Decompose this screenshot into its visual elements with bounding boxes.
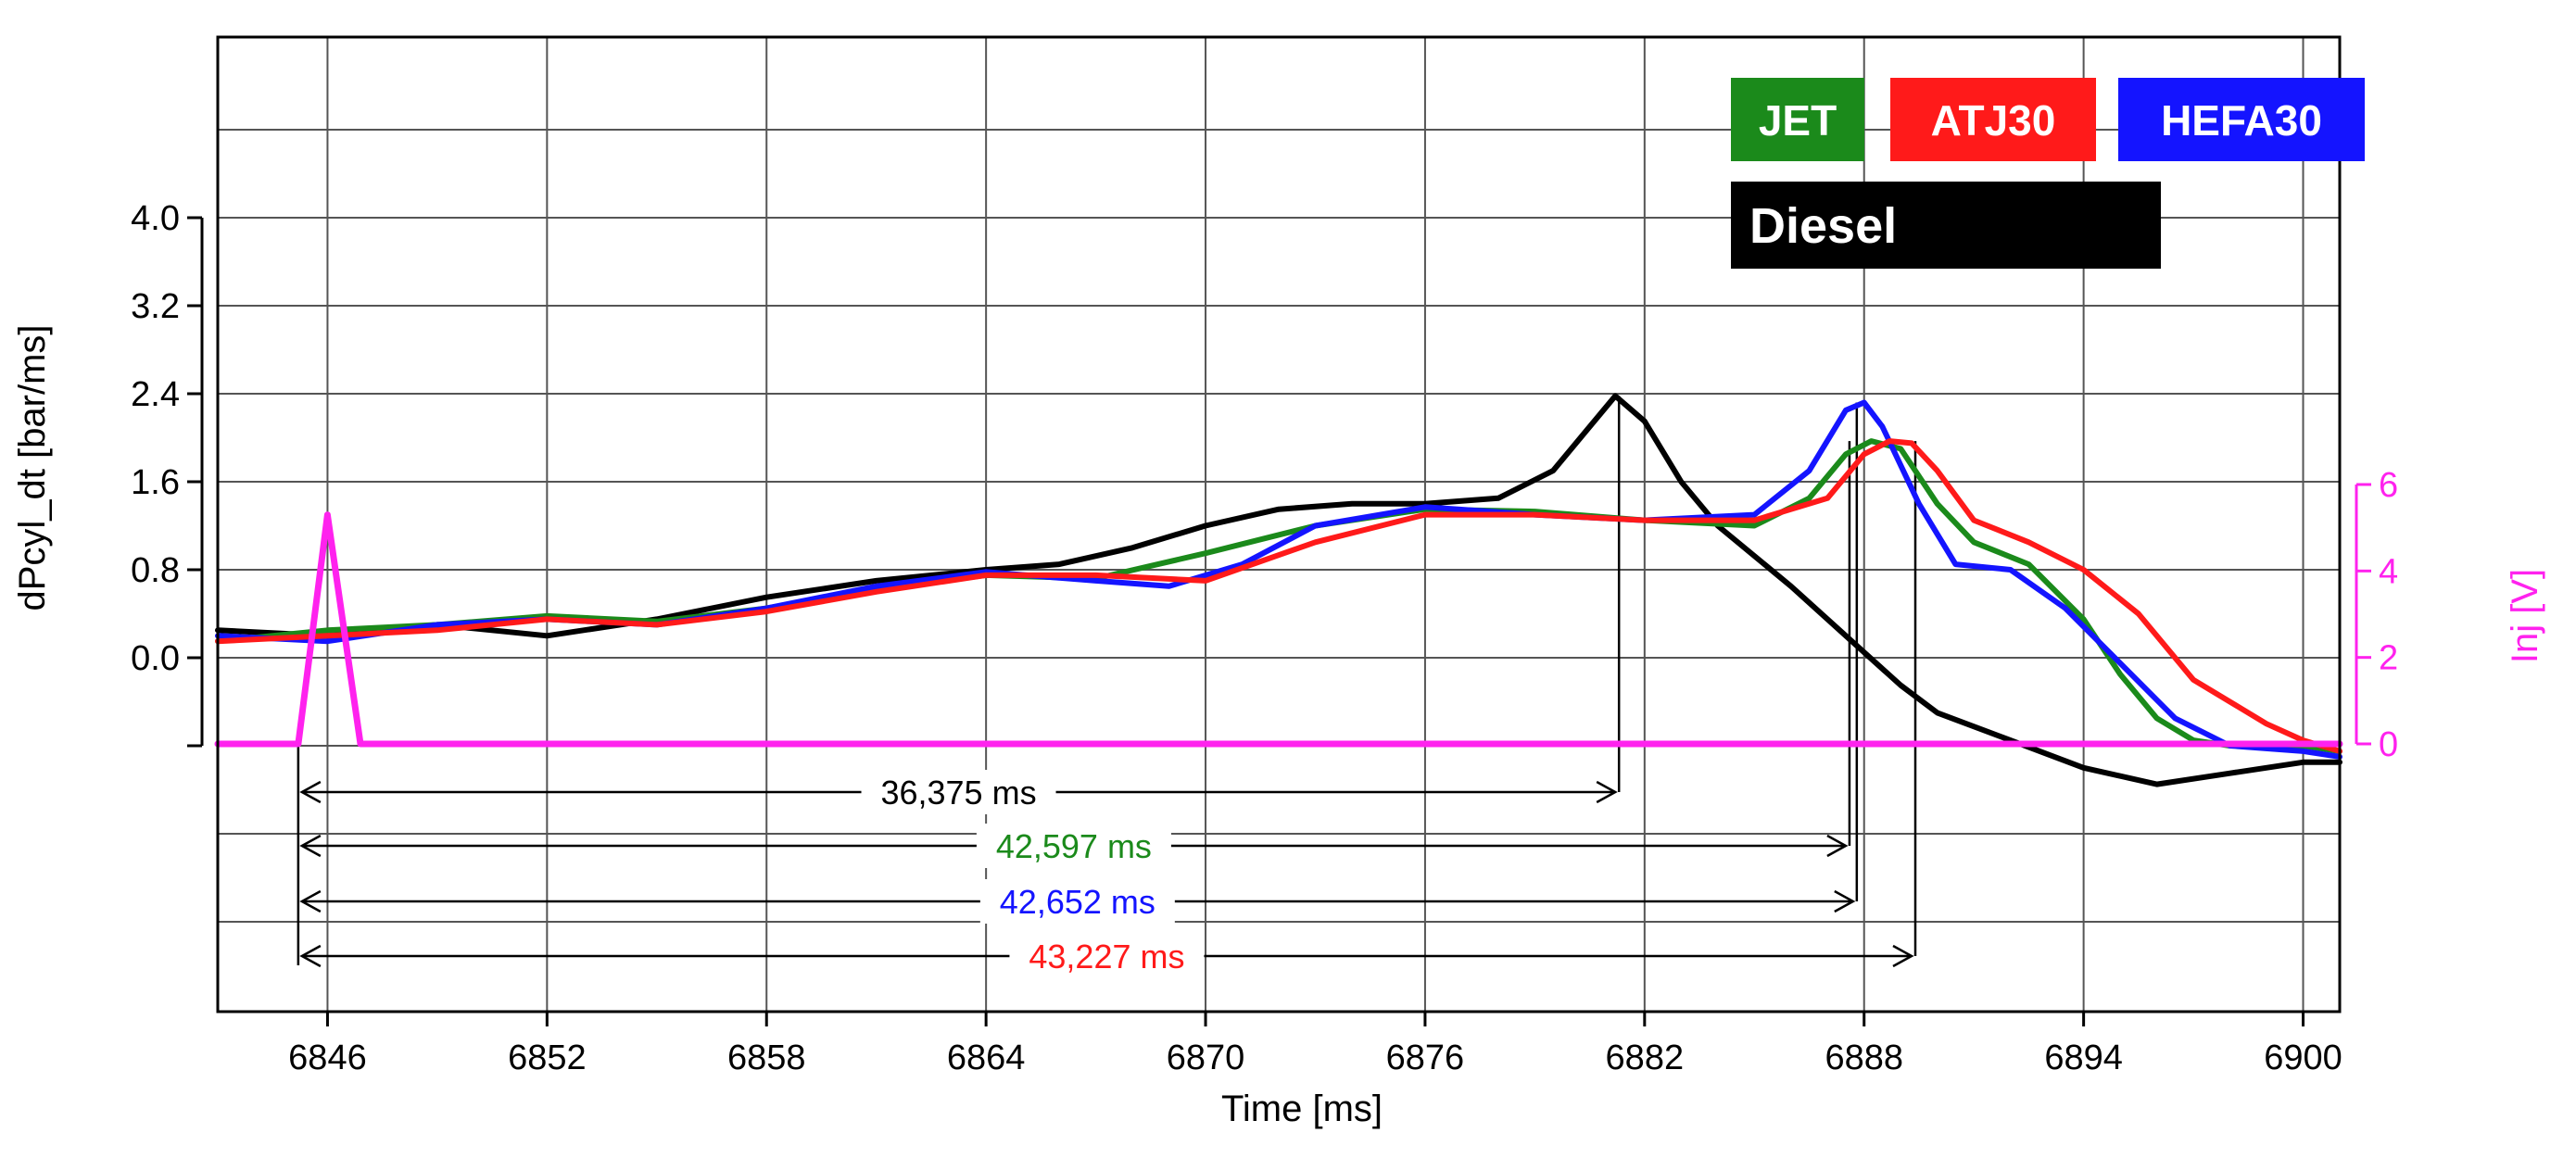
x-tick-label: 6876 xyxy=(1386,1038,1465,1077)
y-axis-label: dPcyl_dt [bar/ms] xyxy=(12,324,53,610)
y2-tick-label: 4 xyxy=(2379,552,2398,591)
x-tick-label: 6864 xyxy=(947,1038,1026,1077)
annotation-arrowhead-left xyxy=(299,944,322,968)
x-tick-label: 6882 xyxy=(1606,1038,1685,1077)
annotation-label-bg xyxy=(861,770,1056,814)
series-line-hefa30 xyxy=(215,399,2342,760)
y-tick-label: 3.2 xyxy=(131,287,180,326)
annotation-arrowhead-right xyxy=(1826,834,1849,858)
x-tick-label: 6900 xyxy=(2264,1038,2342,1077)
legend-swatch-atj30 xyxy=(1890,78,2096,161)
annotation-arrowhead-left xyxy=(299,889,322,913)
legend-swatch-jet xyxy=(1731,78,1864,161)
y-tick-label: 0.0 xyxy=(131,639,180,678)
y2-tick-label: 2 xyxy=(2379,639,2398,678)
series-line-atj30 xyxy=(215,438,2342,754)
annotation-label: 42,597 ms xyxy=(996,827,1152,865)
x-tick-label: 6852 xyxy=(508,1038,587,1077)
annotation-label: 42,652 ms xyxy=(1000,883,1155,921)
annotation-arrowhead-left xyxy=(299,780,322,804)
x-tick-label: 6858 xyxy=(727,1038,806,1077)
annotation-arrowhead-right xyxy=(1596,780,1618,804)
legend: JET ATJ30 HEFA30 Diesel xyxy=(1731,78,2365,269)
series-line-jet xyxy=(215,438,2342,754)
duration-annotations: 36,375 ms 42,597 ms 42,652 ms 43,227 ms xyxy=(297,396,1917,978)
x-tick-label: 6894 xyxy=(2044,1038,2123,1077)
annotation-label: 36,375 ms xyxy=(880,774,1036,812)
legend-label-diesel: Diesel xyxy=(1749,198,1897,254)
y2-tick-label: 0 xyxy=(2379,725,2398,764)
legend-swatch-diesel xyxy=(1731,182,2161,269)
annotation-arrowhead-right xyxy=(1834,889,1856,913)
legend-label-jet: JET xyxy=(1759,96,1837,145)
annotation-label-bg xyxy=(1009,934,1205,978)
y2-tick-label: 6 xyxy=(2379,466,2398,505)
annotation-label-bg xyxy=(976,824,1171,868)
series-line-diesel xyxy=(215,393,2342,787)
y-tick-label: 2.4 xyxy=(131,375,180,414)
axes: 6846 6852 6858 6864 6870 6876 6882 6888 6894 6900… xyxy=(12,199,2545,1129)
annotation-arrowhead-left xyxy=(299,834,322,858)
annotation-label: 43,227 ms xyxy=(1029,938,1184,975)
y-tick-label: 4.0 xyxy=(131,199,180,238)
x-axis-label: Time [ms] xyxy=(1221,1089,1383,1129)
legend-label-hefa30: HEFA30 xyxy=(2161,96,2322,145)
legend-label-atj30: ATJ30 xyxy=(1931,96,2056,145)
x-tick-label: 6870 xyxy=(1167,1038,1245,1077)
annotation-arrowhead-right xyxy=(1892,944,1914,968)
x-tick-label: 6846 xyxy=(288,1038,367,1077)
plot-series xyxy=(214,393,2343,787)
legend-swatch-hefa30 xyxy=(2118,78,2365,161)
series-line-inj xyxy=(214,511,2343,748)
annotation-label-bg xyxy=(979,879,1175,924)
y-tick-label: 0.8 xyxy=(131,551,180,590)
y-tick-label: 1.6 xyxy=(131,463,180,502)
plot-frame xyxy=(216,35,2342,1013)
y2-axis-label: Inj [V] xyxy=(2505,569,2545,663)
x-tick-label: 6888 xyxy=(1825,1038,1903,1077)
